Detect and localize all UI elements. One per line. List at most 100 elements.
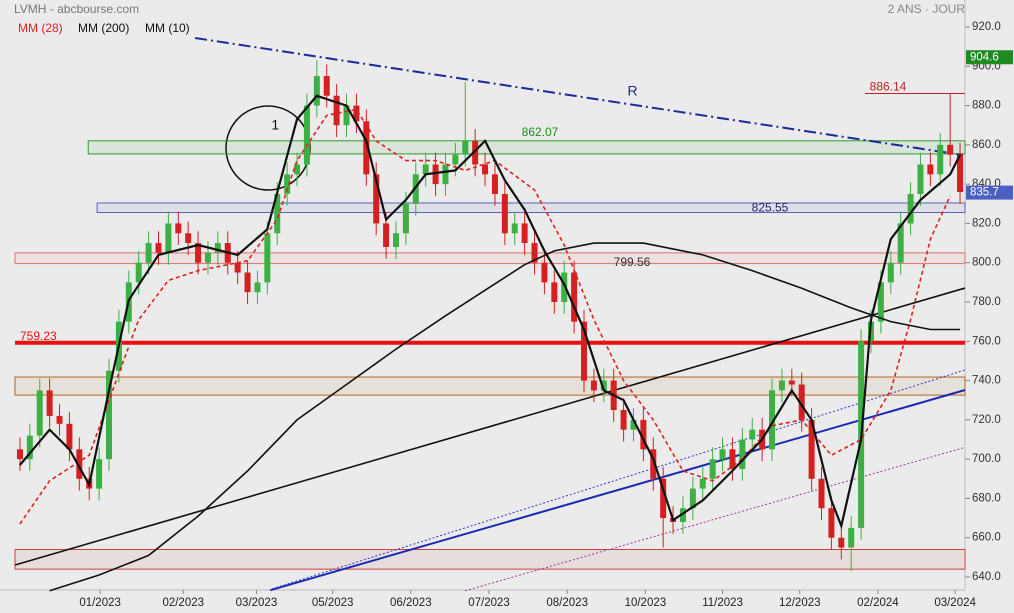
candle-body: [848, 527, 855, 548]
y-tick-label: 720.0: [972, 414, 1001, 426]
zone: [96, 202, 966, 214]
candle-body: [195, 243, 202, 263]
price-tag-label: 835.7: [970, 187, 999, 199]
y-tick-label: 740.0: [972, 375, 1001, 387]
candle-body: [620, 410, 627, 430]
candle-body: [917, 164, 924, 194]
candle-body: [600, 380, 607, 391]
level-label: 759.23: [20, 329, 57, 343]
y-tick-label: 920.0: [972, 21, 1001, 33]
candle-body: [402, 203, 409, 234]
candle-body: [957, 154, 964, 192]
x-tick-label: 11/2023: [702, 597, 743, 609]
candle-body: [927, 164, 934, 175]
y-tick-label: 760.0: [972, 335, 1001, 347]
zone: [14, 252, 966, 265]
trendline: [270, 389, 966, 592]
candle-body: [838, 537, 845, 548]
candle-body: [491, 174, 498, 194]
candle-body: [521, 223, 528, 244]
candle-body: [571, 272, 578, 322]
price-tag: [966, 185, 1013, 200]
candle-body: [699, 478, 706, 489]
y-tick-label: 860.0: [972, 139, 1001, 151]
candle-body: [432, 164, 439, 185]
candle-body: [531, 243, 538, 263]
candle-body: [294, 164, 301, 175]
candle-body: [472, 140, 479, 165]
candle-body: [630, 419, 637, 430]
ma-line: [19, 94, 962, 530]
candle-body: [778, 380, 785, 391]
candle-body: [264, 233, 271, 283]
candle-body: [482, 164, 489, 175]
price-tag-label: 904.6: [970, 51, 999, 63]
candle-body: [373, 174, 380, 224]
candle-body: [422, 164, 429, 175]
candle-body: [392, 233, 399, 247]
candle-body: [36, 390, 43, 436]
chart-subtitle: 2 ANS · JOUR: [888, 2, 966, 16]
y-tick-label: 780.0: [972, 296, 1001, 308]
candle-body: [501, 193, 508, 234]
y-tick-label: 820.0: [972, 217, 1001, 229]
x-tick-label: 03/2023: [236, 597, 278, 609]
y-tick-label: 680.0: [972, 492, 1001, 504]
zone: [87, 140, 966, 155]
candle-body: [383, 223, 390, 247]
trendline: [14, 287, 966, 566]
candle-body: [175, 223, 182, 234]
candle-body: [313, 76, 320, 106]
candle-body: [561, 272, 568, 302]
trendline: [465, 446, 966, 592]
candle-body: [808, 419, 815, 479]
candle-body: [214, 243, 221, 253]
candle-body: [709, 459, 716, 479]
x-tick-label: 03/2024: [934, 597, 976, 609]
candle-body: [749, 429, 756, 440]
candle-body: [363, 121, 370, 175]
legend-entry: MM (28): [18, 21, 63, 35]
x-tick-label: 05/2023: [312, 597, 354, 609]
zone-label: 862.07: [522, 125, 559, 139]
y-tick-label: 700.0: [972, 453, 1001, 465]
zone: [14, 376, 966, 396]
candle-body: [185, 233, 192, 244]
zone-label: 825.55: [752, 201, 789, 215]
level-label: 886.14: [870, 80, 907, 94]
candle-body: [204, 252, 211, 263]
candle-body: [551, 282, 558, 302]
candle-body: [937, 144, 944, 175]
candle-body: [719, 449, 726, 460]
candle-body: [284, 174, 291, 194]
price-tag: [966, 50, 1013, 65]
candle-body: [590, 380, 597, 391]
candle-body: [46, 390, 53, 416]
candle-body: [877, 282, 884, 322]
x-tick-label: 06/2023: [390, 597, 432, 609]
candle-body: [155, 243, 162, 253]
candle-body: [274, 193, 281, 234]
candle-body: [650, 449, 657, 479]
candle-body: [511, 223, 518, 234]
candle-body: [412, 174, 419, 204]
candle-body: [462, 140, 469, 155]
zone: [14, 549, 966, 570]
x-tick-label: 02/2023: [162, 597, 204, 609]
x-tick-label: 07/2023: [468, 597, 510, 609]
candle-body: [581, 321, 588, 381]
candle-body: [16, 449, 23, 460]
candle-body: [76, 449, 83, 479]
candle-body: [303, 105, 310, 165]
chart-title: LVMH - abcbourse.com: [14, 2, 139, 16]
candle-body: [689, 488, 696, 509]
y-tick-label: 660.0: [972, 532, 1001, 544]
candle-body: [353, 105, 360, 122]
candle-body: [165, 223, 172, 253]
candle-body: [442, 164, 449, 185]
zone-label: 799.56: [614, 255, 651, 269]
x-tick-label: 10/2023: [625, 597, 667, 609]
candle-body: [887, 262, 894, 283]
candle-body: [788, 380, 795, 385]
